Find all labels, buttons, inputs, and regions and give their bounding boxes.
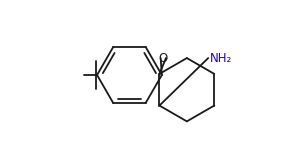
Text: O: O <box>159 52 168 64</box>
Text: NH₂: NH₂ <box>210 52 232 64</box>
